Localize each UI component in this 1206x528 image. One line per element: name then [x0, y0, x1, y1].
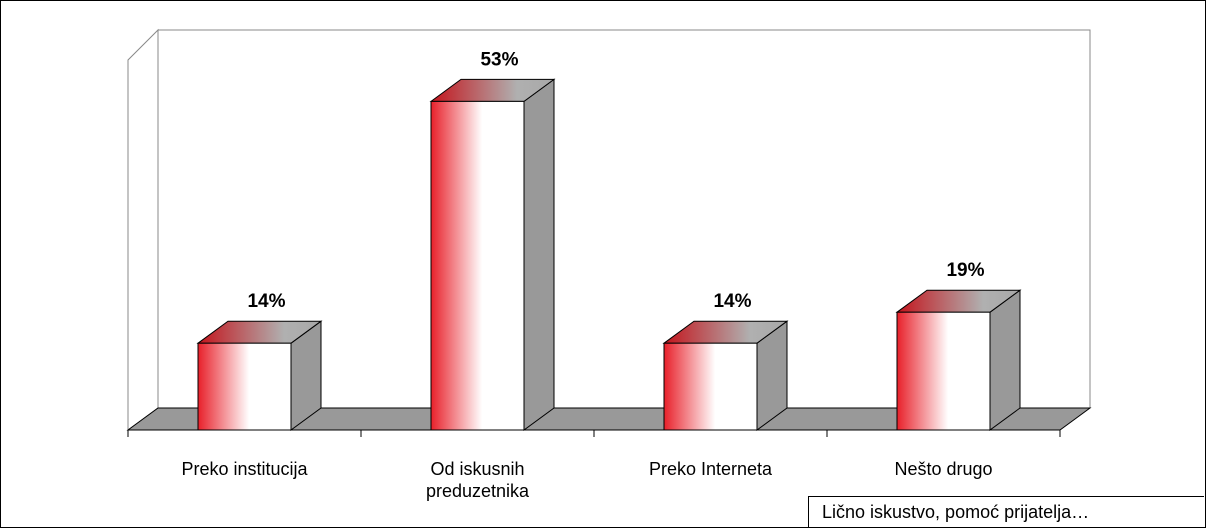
bar — [896, 311, 991, 431]
bar-side — [989, 289, 1021, 431]
x-tick-label: Od iskusnih preduzetnika — [425, 459, 530, 501]
value-label: 53% — [480, 49, 518, 70]
x-tick-label: Preko Interneta — [648, 459, 773, 479]
value-label: 19% — [946, 260, 984, 281]
bar-side — [523, 78, 555, 431]
x-tick-label: Nešto drugo — [894, 459, 993, 479]
side-wall — [127, 28, 159, 431]
annotation: Lično iskustvo, pomoć prijatelja… — [808, 496, 1204, 527]
bar — [663, 342, 758, 431]
bar — [197, 342, 292, 431]
bar — [430, 100, 525, 431]
x-tick-label: Preko institucija — [181, 459, 308, 479]
bars — [196, 78, 1022, 431]
value-label: 14% — [713, 291, 751, 312]
value-label: 14% — [247, 291, 285, 312]
